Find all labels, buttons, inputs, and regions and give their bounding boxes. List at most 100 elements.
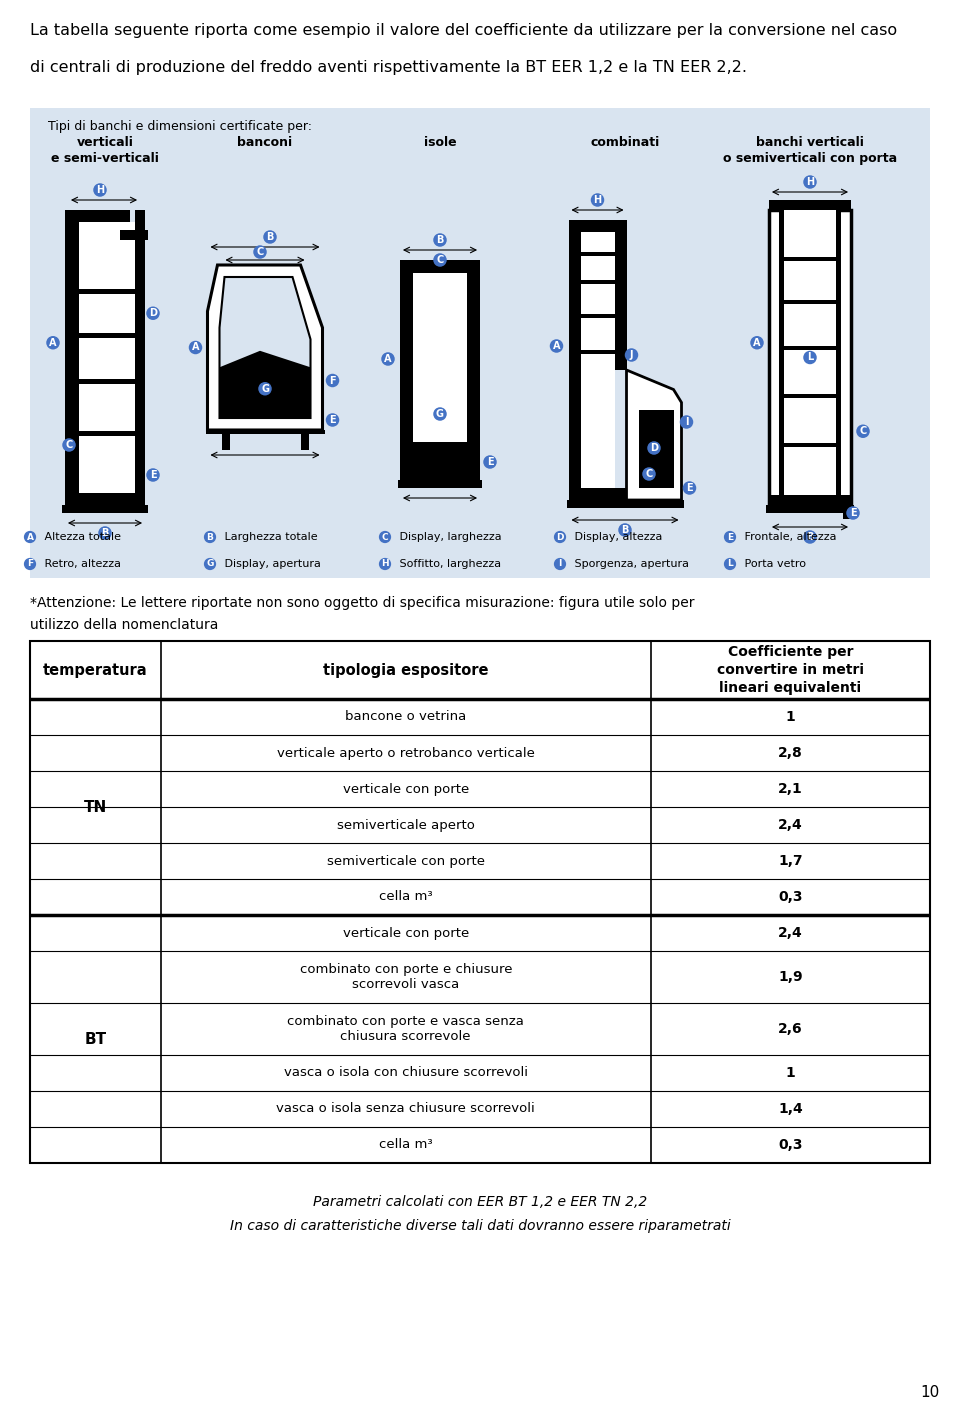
Text: L: L <box>727 560 732 569</box>
Bar <box>65 493 145 505</box>
Bar <box>784 257 836 261</box>
Text: combinato con porte e chiusure
scorrevoli vasca: combinato con porte e chiusure scorrevol… <box>300 963 512 991</box>
Text: H: H <box>381 560 389 569</box>
Text: TN: TN <box>84 800 107 814</box>
Text: 2,4: 2,4 <box>779 818 803 832</box>
Text: cella m³: cella m³ <box>379 891 433 903</box>
Text: Parametri calcolati con EER BT 1,2 e EER TN 2,2: Parametri calcolati con EER BT 1,2 e EER… <box>313 1195 647 1210</box>
Polygon shape <box>627 370 682 501</box>
Bar <box>79 379 135 384</box>
Text: A: A <box>27 533 34 542</box>
Text: E: E <box>329 415 336 425</box>
Text: C: C <box>645 469 653 479</box>
Polygon shape <box>207 265 323 430</box>
Text: combinato con porte e vasca senza
chiusura scorrevole: combinato con porte e vasca senza chiusu… <box>287 1015 524 1044</box>
Bar <box>581 252 614 257</box>
Bar <box>79 289 135 294</box>
Bar <box>836 210 841 505</box>
Text: Display, altezza: Display, altezza <box>571 532 662 542</box>
Bar <box>222 430 229 450</box>
Text: Larghezza totale: Larghezza totale <box>221 532 318 542</box>
Bar <box>784 301 836 303</box>
Text: J: J <box>630 350 634 360</box>
Text: Porta vetro: Porta vetro <box>741 559 806 569</box>
Bar <box>769 210 851 505</box>
Text: Retro, altezza: Retro, altezza <box>41 559 121 569</box>
Bar <box>65 210 79 505</box>
Text: 2,8: 2,8 <box>779 746 803 760</box>
Text: 1,4: 1,4 <box>779 1102 803 1116</box>
Text: Display, larghezza: Display, larghezza <box>396 532 502 542</box>
Bar <box>30 523 930 579</box>
Text: Soffitto, larghezza: Soffitto, larghezza <box>396 559 501 569</box>
Bar <box>784 442 836 447</box>
Text: C: C <box>65 440 73 450</box>
Text: 2,6: 2,6 <box>779 1022 803 1037</box>
Bar <box>30 641 930 1163</box>
Text: di centrali di produzione del freddo aventi rispettivamente la BT EER 1,2 e la T: di centrali di produzione del freddo ave… <box>30 60 747 75</box>
Text: 1: 1 <box>785 710 796 725</box>
Text: *Attenzione: Le lettere riportate non sono oggetto di specifica misurazione: fig: *Attenzione: Le lettere riportate non so… <box>30 596 694 610</box>
Text: C: C <box>437 255 444 265</box>
Text: verticali
e semi-verticali: verticali e semi-verticali <box>51 136 159 164</box>
Text: semiverticale aperto: semiverticale aperto <box>337 818 474 831</box>
Bar <box>581 370 614 488</box>
Text: utilizzo della nomenclatura: utilizzo della nomenclatura <box>30 618 218 632</box>
Text: A: A <box>384 354 392 364</box>
Text: 1,7: 1,7 <box>779 854 803 868</box>
Text: F: F <box>329 376 336 386</box>
Bar <box>566 501 684 508</box>
Bar <box>135 210 145 505</box>
Bar <box>120 230 148 240</box>
Bar <box>581 350 614 354</box>
Text: I: I <box>684 417 688 427</box>
Text: tipologia espositore: tipologia espositore <box>323 662 489 678</box>
Text: E: E <box>727 533 733 542</box>
Text: verticale con porte: verticale con porte <box>343 783 468 795</box>
Text: B: B <box>806 532 814 542</box>
Bar <box>568 220 627 233</box>
Text: G: G <box>436 408 444 418</box>
Bar <box>784 210 836 495</box>
Text: banconi: banconi <box>237 136 293 149</box>
Text: vasca o isola con chiusure scorrevoli: vasca o isola con chiusure scorrevoli <box>284 1066 528 1079</box>
Text: C: C <box>256 247 264 257</box>
Text: Frontale, altezza: Frontale, altezza <box>741 532 836 542</box>
Bar <box>766 505 854 513</box>
Text: B: B <box>206 533 213 542</box>
Bar <box>413 274 467 467</box>
Bar <box>581 233 614 370</box>
Text: E: E <box>850 508 856 518</box>
Text: A: A <box>754 337 760 347</box>
Text: F: F <box>27 560 33 569</box>
Text: cella m³: cella m³ <box>379 1139 433 1151</box>
Text: G: G <box>206 560 214 569</box>
Text: D: D <box>149 308 157 318</box>
Text: A: A <box>553 340 561 352</box>
Text: Coefficiente per
convertire in metri
lineari equivalenti: Coefficiente per convertire in metri lin… <box>717 645 864 695</box>
Text: Altezza totale: Altezza totale <box>41 532 121 542</box>
Text: BT: BT <box>84 1031 107 1046</box>
Bar <box>62 505 148 513</box>
Text: 0,3: 0,3 <box>779 1139 803 1151</box>
Text: 0,3: 0,3 <box>779 891 803 905</box>
Polygon shape <box>220 277 310 418</box>
Bar <box>400 259 413 481</box>
Text: C: C <box>382 533 388 542</box>
Bar <box>568 488 627 501</box>
Text: 2,1: 2,1 <box>779 781 803 795</box>
Bar <box>398 481 482 488</box>
Text: B: B <box>436 235 444 245</box>
Bar <box>413 442 467 467</box>
Text: bancone o vetrina: bancone o vetrina <box>346 710 467 723</box>
Text: D: D <box>650 442 658 452</box>
Text: H: H <box>96 184 104 196</box>
Text: vasca o isola senza chiusure scorrevoli: vasca o isola senza chiusure scorrevoli <box>276 1103 535 1116</box>
Text: Display, apertura: Display, apertura <box>221 559 321 569</box>
Text: isole: isole <box>423 136 456 149</box>
Bar <box>784 394 836 398</box>
Text: A: A <box>192 343 200 353</box>
Text: G: G <box>261 384 269 394</box>
Text: 1: 1 <box>785 1066 796 1081</box>
Bar <box>769 495 851 505</box>
